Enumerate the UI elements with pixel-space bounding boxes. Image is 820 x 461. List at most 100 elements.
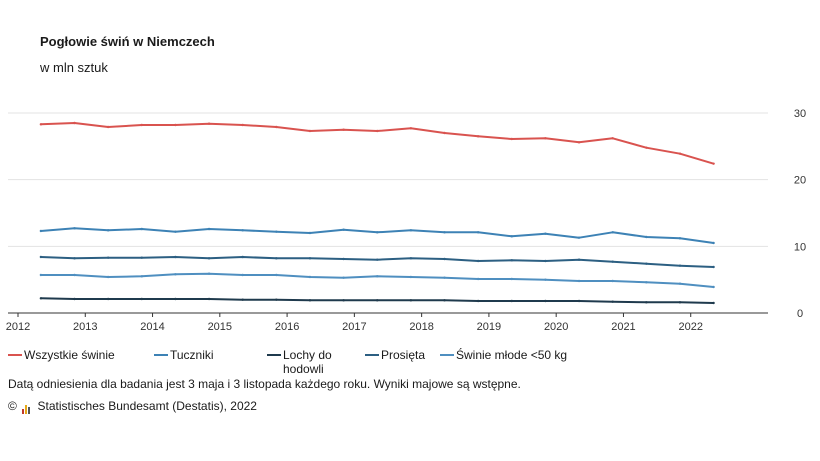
data-point-wszystkie-winie — [611, 137, 614, 140]
data-point-prosi-ta — [376, 258, 379, 261]
data-point-lochy-do-hodowli — [39, 297, 43, 300]
legend-swatch-lochy — [267, 354, 281, 356]
footnote: Datą odniesienia dla badania jest 3 maja… — [8, 377, 521, 391]
data-point--winie-m-ode-50-kg — [577, 279, 581, 283]
data-point-wszystkie-winie — [409, 127, 413, 130]
y-tick-label-10: 10 — [794, 241, 806, 253]
destatis-logo-icon — [22, 400, 31, 414]
data-point-wszystkie-winie — [140, 123, 143, 127]
data-point-prosi-ta — [308, 257, 312, 260]
data-point-lochy-do-hodowli — [308, 299, 312, 302]
data-point-prosi-ta — [275, 257, 278, 260]
x-tick-label-2021: 2021 — [611, 321, 635, 333]
data-point-prosi-ta — [39, 255, 43, 259]
data-point-lochy-do-hodowli — [577, 299, 581, 303]
x-tick-label-2018: 2018 — [409, 321, 433, 333]
data-point-tuczniki — [544, 232, 547, 235]
data-point-wszystkie-winie — [376, 129, 379, 133]
data-point-wszystkie-winie — [342, 128, 345, 131]
legend-swatch-wszystkie-swinie — [8, 354, 22, 356]
data-point-prosi-ta — [544, 259, 547, 263]
data-point-lochy-do-hodowli — [678, 301, 682, 304]
data-point-lochy-do-hodowli — [342, 299, 345, 302]
data-point-tuczniki — [342, 228, 345, 231]
line-chart: 0 10 20 30 2012 2013 2014 2015 2016 2017 2018 2019 2… — [6, 108, 806, 333]
data-point-tuczniki — [476, 231, 480, 234]
data-point-tuczniki — [308, 231, 312, 235]
series-line-tuczniki — [40, 227, 714, 244]
data-point-wszystkie-winie — [73, 121, 76, 125]
legend-label-line1: Lochy do — [283, 348, 332, 362]
legend-label: Świnie młode <50 kg — [456, 348, 568, 362]
data-point-prosi-ta — [443, 257, 446, 261]
data-point-wszystkie-winie — [308, 129, 312, 133]
data-point-lochy-do-hodowli — [544, 299, 547, 303]
data-point--winie-m-ode-50-kg — [39, 273, 43, 277]
data-point-wszystkie-winie — [443, 131, 446, 135]
data-point--winie-m-ode-50-kg — [342, 276, 345, 279]
data-point-tuczniki — [645, 235, 648, 239]
data-point-tuczniki — [106, 229, 110, 232]
source-text: Statistisches Bundesamt (Destatis), 2022 — [37, 399, 257, 413]
data-point-wszystkie-winie — [678, 152, 682, 155]
data-point-wszystkie-winie — [275, 125, 278, 129]
legend-label: Tuczniki — [170, 348, 214, 362]
data-point--winie-m-ode-50-kg — [476, 277, 480, 281]
data-point--winie-m-ode-50-kg — [376, 275, 379, 278]
data-point--winie-m-ode-50-kg — [241, 273, 244, 277]
x-tick-label-2019: 2019 — [477, 321, 501, 333]
series-line-wszystkie-winie — [40, 122, 714, 165]
data-point-prosi-ta — [409, 257, 413, 260]
data-point-lochy-do-hodowli — [73, 297, 76, 301]
data-point-prosi-ta — [577, 258, 581, 261]
legend-swatch-tuczniki — [154, 354, 168, 356]
data-point-wszystkie-winie — [241, 123, 244, 127]
x-tick-label-2012: 2012 — [6, 321, 30, 333]
data-point-prosi-ta — [106, 256, 110, 259]
chart-title: Pogłowie świń w Niemczech — [40, 34, 215, 49]
data-point-tuczniki — [611, 231, 614, 234]
data-point--winie-m-ode-50-kg — [645, 281, 648, 284]
data-point-lochy-do-hodowli — [409, 299, 413, 302]
data-point-lochy-do-hodowli — [645, 301, 648, 304]
legend-swatch-prosieta — [365, 354, 379, 356]
data-point-tuczniki — [712, 241, 715, 245]
data-point--winie-m-ode-50-kg — [275, 273, 278, 277]
data-point-tuczniki — [577, 236, 581, 239]
data-point-wszystkie-winie — [645, 146, 648, 149]
data-point-prosi-ta — [140, 256, 143, 259]
chart-subtitle: w mln sztuk — [40, 60, 108, 75]
data-point-prosi-ta — [174, 255, 177, 259]
data-point-prosi-ta — [510, 259, 513, 262]
data-point-tuczniki — [275, 230, 278, 233]
data-point-wszystkie-winie — [712, 162, 715, 165]
data-point--winie-m-ode-50-kg — [544, 278, 547, 281]
data-point-tuczniki — [39, 229, 43, 233]
data-point--winie-m-ode-50-kg — [443, 276, 446, 279]
data-point--winie-m-ode-50-kg — [678, 282, 682, 285]
data-point--winie-m-ode-50-kg — [510, 277, 513, 281]
copyright-symbol: © — [8, 399, 17, 413]
source-line: © Statistisches Bundesamt (Destatis), 20… — [8, 399, 257, 414]
x-tick-label-2022: 2022 — [678, 321, 702, 333]
data-point-prosi-ta — [207, 257, 211, 260]
data-point-tuczniki — [678, 237, 682, 240]
data-point-lochy-do-hodowli — [611, 300, 614, 303]
data-point-tuczniki — [241, 229, 244, 232]
data-point-tuczniki — [73, 227, 76, 230]
data-point-wszystkie-winie — [174, 123, 177, 127]
data-point--winie-m-ode-50-kg — [174, 273, 177, 276]
data-point-wszystkie-winie — [544, 137, 547, 140]
x-tick-label-2017: 2017 — [342, 321, 366, 333]
data-point-prosi-ta — [645, 262, 648, 265]
legend-label: Lochy do hodowli — [283, 348, 332, 376]
data-point--winie-m-ode-50-kg — [308, 275, 312, 279]
data-point--winie-m-ode-50-kg — [409, 275, 413, 279]
data-point-wszystkie-winie — [577, 141, 581, 144]
data-point-wszystkie-winie — [39, 123, 43, 126]
data-point-tuczniki — [207, 227, 211, 231]
data-point-lochy-do-hodowli — [443, 299, 446, 302]
data-point-lochy-do-hodowli — [275, 298, 278, 301]
data-point-prosi-ta — [678, 264, 682, 267]
data-point-tuczniki — [140, 227, 143, 231]
